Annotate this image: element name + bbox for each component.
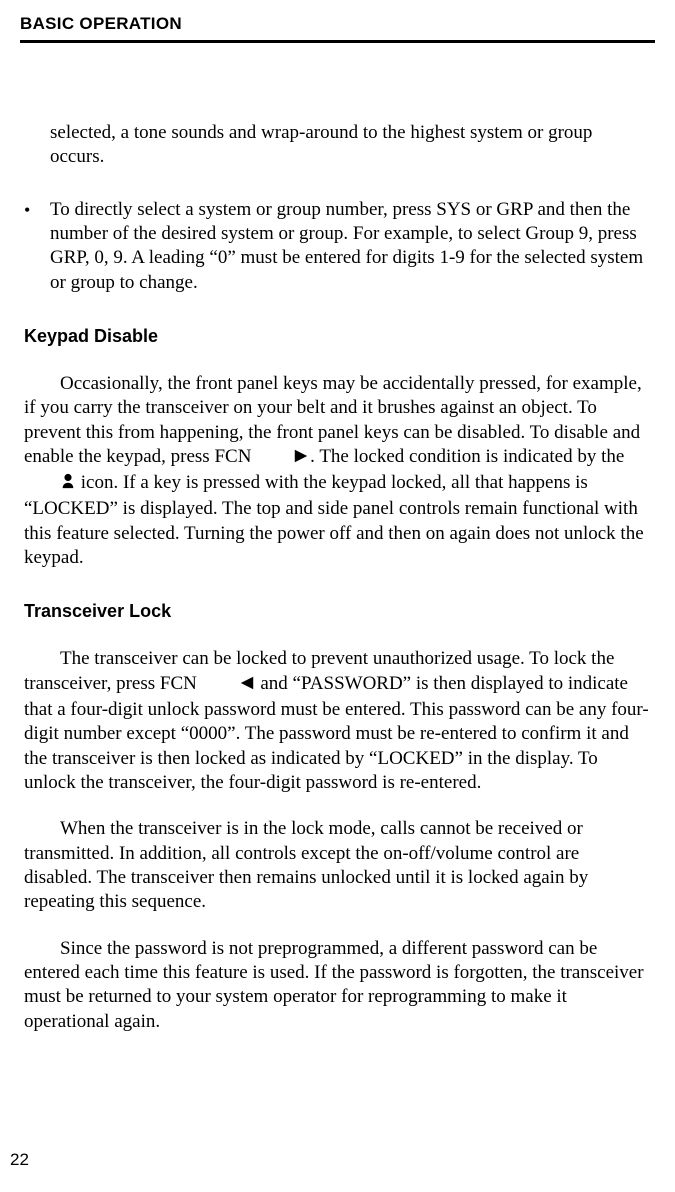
- subheading-transceiver-lock: Transceiver Lock: [24, 600, 651, 623]
- content-area: selected, a tone sounds and wrap-around …: [20, 43, 655, 1034]
- subheading-keypad-disable: Keypad Disable: [24, 325, 651, 348]
- page-number: 22: [10, 1150, 29, 1170]
- bullet-marker: •: [24, 198, 50, 295]
- transceiver-lock-paragraph-3: Since the password is not preprogrammed,…: [24, 937, 651, 1034]
- keypad-disable-paragraph: Occasionally, the front panel keys may b…: [24, 372, 651, 571]
- left-arrow-icon: [202, 674, 256, 698]
- bullet-text: To directly select a system or group num…: [50, 198, 651, 295]
- transceiver-lock-paragraph-2: When the transceiver is in the lock mode…: [24, 817, 651, 914]
- section-header: BASIC OPERATION: [20, 0, 655, 43]
- bullet-item: • To directly select a system or group n…: [24, 198, 651, 295]
- text-fragment: . The locked condition is indicated by t…: [310, 446, 624, 467]
- transceiver-lock-paragraph-1: The transceiver can be locked to prevent…: [24, 647, 651, 795]
- page: BASIC OPERATION selected, a tone sounds …: [0, 0, 675, 1192]
- person-icon: [24, 472, 76, 497]
- continuation-paragraph: selected, a tone sounds and wrap-around …: [50, 121, 651, 170]
- text-fragment: icon. If a key is pressed with the keypa…: [24, 472, 644, 568]
- right-arrow-icon: [256, 447, 310, 471]
